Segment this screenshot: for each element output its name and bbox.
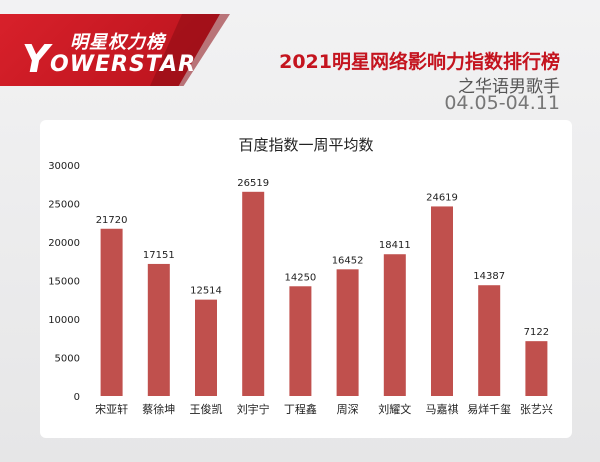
- bars: 21720 17151 12514 26519 14250 16452 18411 24619…: [96, 178, 549, 396]
- logo-english-text: OWERSTAR: [50, 52, 197, 77]
- x-category-label: 蔡徐坤: [142, 402, 175, 416]
- x-axis: 宋亚轩 蔡徐坤 王俊凯 刘宇宁 丁程鑫 周深 刘耀文 马嘉祺 易烊千玺 张艺兴: [95, 402, 553, 416]
- bar-value-label: 21720: [96, 215, 128, 226]
- bar-value-label: 14250: [284, 272, 316, 283]
- x-category-label: 周深: [337, 403, 359, 416]
- bar-chart: 百度指数一周平均数 0 5000 10000 15000 20000 25000 30000…: [48, 136, 553, 416]
- x-category-label: 张艺兴: [520, 403, 553, 416]
- bar: [289, 286, 312, 396]
- y-tick-label: 20000: [48, 238, 80, 249]
- x-category-label: 马嘉祺: [426, 402, 459, 416]
- x-category-label: 刘耀文: [378, 402, 411, 416]
- bar-value-label: 12514: [190, 286, 222, 297]
- bar-value-label: 24619: [426, 192, 458, 203]
- x-category-label: 刘宇宁: [237, 402, 270, 416]
- logo-y-mark: Y: [22, 37, 50, 81]
- bar: [431, 206, 453, 396]
- bar: [195, 299, 217, 396]
- y-tick-label: 15000: [48, 277, 80, 288]
- bar-value-label: 18411: [379, 240, 411, 251]
- bar: [478, 285, 501, 396]
- chart-card: 百度指数一周平均数 0 5000 10000 15000 20000 25000 30000…: [40, 120, 572, 438]
- y-tick-label: 30000: [48, 161, 80, 172]
- bar: [242, 191, 265, 396]
- bar: [147, 263, 170, 396]
- bar-value-label: 16452: [332, 255, 364, 266]
- bar: [336, 269, 359, 396]
- bar-value-label: 26519: [237, 178, 269, 189]
- logo-chinese-text: 明星权力榜: [70, 32, 165, 53]
- x-category-label: 易烊千玺: [467, 402, 511, 416]
- date-range: 04.05-04.11: [444, 92, 560, 114]
- bar: [100, 228, 123, 396]
- bar: [525, 341, 548, 396]
- bar-value-label: 17151: [143, 250, 175, 261]
- x-category-label: 丁程鑫: [284, 402, 317, 416]
- bar-value-label: 7122: [524, 327, 549, 338]
- y-tick-label: 5000: [55, 354, 80, 365]
- page-subtitle: 之华语男歌手: [458, 77, 560, 97]
- chart-title: 百度指数一周平均数: [238, 136, 373, 154]
- bar-value-label: 14387: [473, 271, 505, 282]
- x-category-label: 宋亚轩: [95, 402, 128, 416]
- y-tick-label: 0: [74, 392, 80, 403]
- y-axis: 0 5000 10000 15000 20000 25000 30000: [48, 161, 80, 403]
- page-title: 2021明星网络影响力指数排行榜: [279, 51, 560, 73]
- y-tick-label: 25000: [48, 200, 80, 211]
- y-tick-label: 10000: [48, 315, 80, 326]
- bar: [383, 254, 406, 396]
- x-category-label: 王俊凯: [190, 402, 223, 416]
